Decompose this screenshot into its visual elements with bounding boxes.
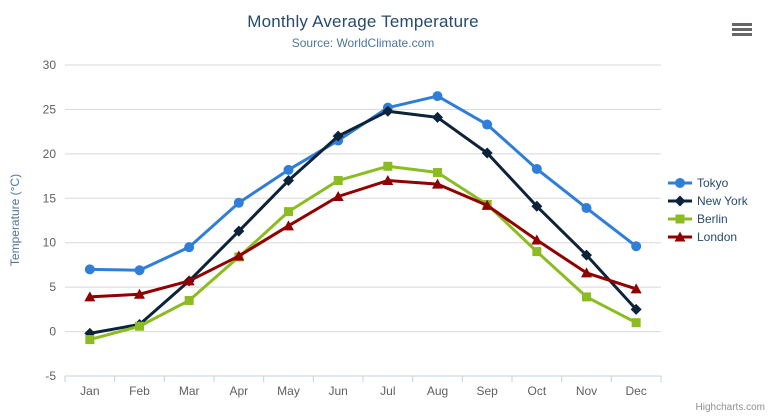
- data-point-marker[interactable]: [674, 195, 686, 207]
- hamburger-icon: [732, 23, 752, 26]
- data-point-marker[interactable]: [432, 178, 443, 189]
- data-point-marker[interactable]: [630, 303, 642, 315]
- chart-subtitle: Source: WorldClimate.com: [291, 36, 435, 50]
- data-point-marker[interactable]: [631, 318, 641, 328]
- data-point-marker[interactable]: [333, 176, 343, 186]
- data-point-marker[interactable]: [531, 200, 543, 212]
- legend-marker-icon: [668, 214, 692, 224]
- data-point-marker[interactable]: [233, 225, 245, 237]
- data-point-marker[interactable]: [631, 241, 642, 252]
- data-point-marker[interactable]: [332, 191, 344, 202]
- x-tick-label: Oct: [527, 384, 546, 398]
- chart-title: Monthly Average Temperature: [247, 12, 479, 31]
- x-tick-label: Sep: [476, 384, 498, 398]
- data-point-marker[interactable]: [531, 234, 543, 245]
- x-tick-label: Dec: [625, 384, 646, 398]
- x-tick-label: May: [277, 384, 300, 398]
- legend-label: London: [697, 230, 738, 244]
- x-tick-label: Apr: [229, 384, 248, 398]
- data-point-marker[interactable]: [674, 231, 686, 242]
- x-tick-label: Jun: [328, 384, 347, 398]
- data-point-marker[interactable]: [283, 175, 294, 187]
- data-point-marker[interactable]: [582, 292, 591, 302]
- data-point-marker[interactable]: [382, 175, 394, 186]
- y-tick-label: 25: [43, 102, 57, 116]
- legend-item-berlin[interactable]: Berlin: [668, 211, 748, 227]
- legend-item-new-york[interactable]: New York: [668, 193, 748, 209]
- series-line[interactable]: [88, 109, 638, 335]
- data-point-marker[interactable]: [233, 197, 244, 208]
- data-point-marker[interactable]: [432, 111, 443, 123]
- legend-marker-icon: [668, 195, 692, 207]
- data-point-marker[interactable]: [184, 242, 195, 253]
- data-point-marker[interactable]: [581, 203, 592, 214]
- series-line[interactable]: [88, 179, 638, 299]
- highcharts-credit-link[interactable]: Highcharts.com: [695, 402, 765, 413]
- series-tokyo[interactable]: [84, 91, 642, 276]
- data-point-marker[interactable]: [675, 178, 685, 188]
- data-point-marker[interactable]: [383, 161, 393, 171]
- data-point-marker[interactable]: [332, 130, 344, 142]
- x-tick-label: Aug: [427, 384, 448, 398]
- data-point-marker[interactable]: [581, 267, 592, 278]
- y-tick-label: 30: [43, 58, 57, 72]
- data-point-marker[interactable]: [433, 168, 442, 178]
- data-point-marker[interactable]: [532, 247, 542, 257]
- data-point-marker[interactable]: [84, 264, 95, 275]
- legend: Tokyo New York Berlin London: [668, 175, 748, 245]
- series-berlin[interactable]: [85, 161, 641, 345]
- data-point-marker[interactable]: [382, 105, 394, 117]
- x-tick-label: Nov: [576, 384, 597, 398]
- data-point-marker[interactable]: [233, 250, 245, 261]
- data-point-marker[interactable]: [184, 295, 194, 305]
- x-tick-label: Mar: [179, 384, 200, 398]
- series-new-york[interactable]: [84, 105, 642, 339]
- data-point-marker[interactable]: [134, 265, 145, 276]
- x-tick-label: Jan: [80, 384, 99, 398]
- legend-label: New York: [697, 194, 748, 208]
- legend-marker-icon: [668, 231, 692, 242]
- hamburger-icon: [732, 33, 752, 36]
- y-tick-label: 20: [43, 147, 57, 161]
- data-point-marker[interactable]: [675, 214, 685, 224]
- y-tick-label: 0: [49, 325, 56, 339]
- series-line[interactable]: [88, 164, 638, 342]
- series-london[interactable]: [84, 175, 642, 302]
- data-point-marker[interactable]: [581, 249, 592, 261]
- legend-label: Tokyo: [697, 176, 729, 190]
- data-point-marker[interactable]: [283, 220, 294, 231]
- data-point-marker[interactable]: [481, 147, 493, 159]
- data-point-marker[interactable]: [134, 288, 145, 299]
- data-point-marker[interactable]: [481, 199, 493, 210]
- data-point-marker[interactable]: [432, 91, 443, 102]
- data-point-marker[interactable]: [482, 119, 493, 130]
- data-point-marker[interactable]: [284, 207, 293, 217]
- x-tick-label: Feb: [129, 384, 150, 398]
- legend-label: Berlin: [697, 212, 728, 226]
- legend-item-tokyo[interactable]: Tokyo: [668, 175, 748, 191]
- legend-item-london[interactable]: London: [668, 229, 748, 245]
- data-point-marker[interactable]: [85, 335, 95, 345]
- data-point-marker[interactable]: [630, 283, 642, 294]
- y-tick-label: -5: [45, 369, 56, 383]
- data-point-marker[interactable]: [135, 321, 144, 331]
- export-menu-button[interactable]: [732, 23, 752, 36]
- y-tick-label: 5: [49, 280, 56, 294]
- data-point-marker[interactable]: [183, 275, 195, 286]
- data-point-marker[interactable]: [283, 164, 294, 175]
- y-tick-label: 15: [43, 191, 57, 205]
- hamburger-icon: [732, 28, 752, 31]
- y-tick-label: 10: [43, 236, 57, 250]
- data-point-marker[interactable]: [84, 291, 96, 302]
- data-point-marker[interactable]: [531, 163, 542, 174]
- x-tick-label: Jul: [380, 384, 395, 398]
- legend-marker-icon: [668, 178, 692, 188]
